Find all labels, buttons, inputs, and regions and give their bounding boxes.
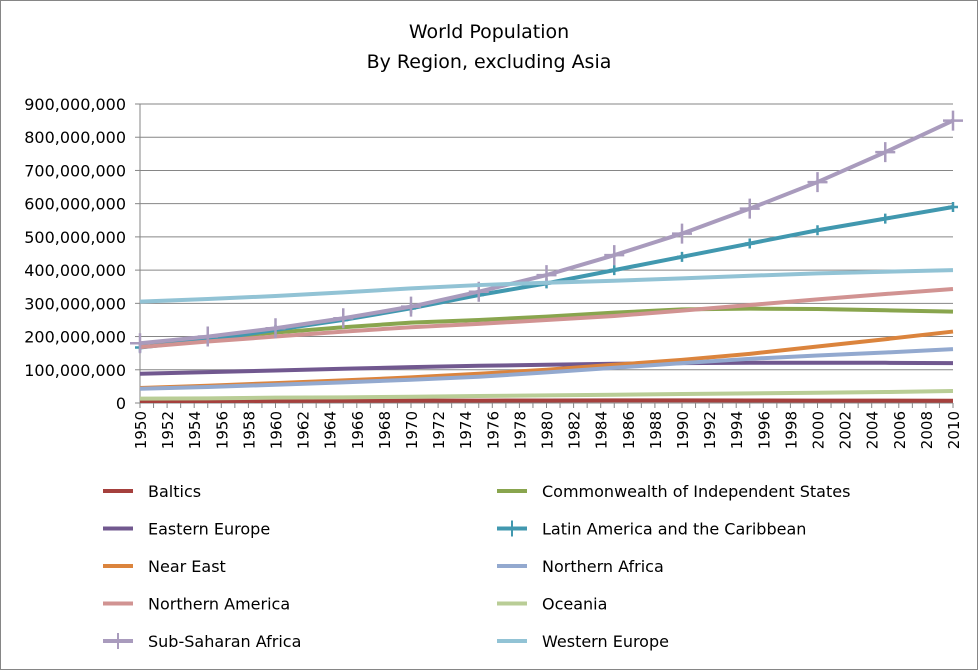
x-tick-label: 1950: [132, 411, 150, 449]
series-line: [140, 398, 954, 404]
data-point-marker: [744, 238, 755, 249]
series-western-europe: [139, 268, 954, 304]
series-line: [139, 389, 954, 401]
data-point-marker: [812, 225, 823, 236]
x-tick-label: 1968: [376, 411, 394, 449]
data-point-marker: [197, 326, 218, 347]
legend-label: Oceania: [542, 595, 607, 614]
x-tick-label: 1990: [674, 411, 692, 449]
x-tick-label: 1988: [647, 411, 665, 449]
data-point-marker: [943, 110, 963, 131]
x-tick-label: 1960: [268, 411, 286, 449]
legend-label: Northern America: [148, 595, 290, 614]
x-tick-label: 2006: [891, 411, 909, 449]
chart-title: World Population: [408, 21, 570, 43]
series-line: [139, 360, 954, 376]
legend-label: Baltics: [148, 482, 201, 501]
legend-item: Oceania: [497, 595, 607, 614]
x-tick-label: 1980: [539, 411, 557, 449]
x-tick-label: 1976: [484, 411, 502, 449]
x-tick-label: 2000: [810, 411, 828, 449]
y-tick-label: 500,000,000: [24, 228, 126, 247]
series-line: [139, 268, 954, 304]
data-point-marker: [672, 223, 692, 244]
data-point-marker: [265, 318, 286, 339]
x-tick-label: 1952: [159, 411, 177, 449]
x-tick-label: 1954: [186, 411, 204, 449]
series-northern-africa: [139, 347, 954, 391]
x-tick-label: 1958: [240, 411, 258, 449]
legend-label: Northern Africa: [542, 557, 664, 576]
data-point-marker: [880, 213, 891, 224]
data-point-marker: [130, 333, 150, 354]
y-tick-label: 400,000,000: [24, 261, 126, 280]
x-tick-label: 2004: [864, 411, 882, 449]
x-tick-label: 1994: [728, 411, 746, 449]
x-tick-label: 1962: [295, 411, 313, 449]
y-tick-label: 300,000,000: [24, 294, 126, 313]
x-tick-label: 1956: [213, 411, 231, 449]
legend-item: Northern America: [103, 595, 290, 614]
legend-item: Sub-Saharan Africa: [103, 632, 301, 651]
legend-label: Latin America and the Caribbean: [542, 520, 806, 539]
x-tick-label: 1972: [430, 411, 448, 449]
legend-item: Baltics: [103, 482, 201, 501]
legend-item: Northern Africa: [497, 557, 664, 576]
x-tick-label: 1978: [511, 411, 529, 449]
legend-item: Western Europe: [497, 632, 669, 651]
data-point-marker: [604, 245, 625, 266]
series-line: [139, 347, 954, 391]
x-tick-label: 1982: [566, 411, 584, 449]
data-point-marker: [948, 201, 958, 212]
legend-label: Commonwealth of Independent States: [542, 482, 850, 501]
data-point-marker: [677, 251, 687, 262]
x-tick-label: 1998: [782, 411, 800, 449]
legend-item: Eastern Europe: [103, 520, 270, 539]
x-tick-label: 2010: [945, 411, 963, 449]
legend-label: Eastern Europe: [148, 520, 270, 539]
series-baltics: [140, 398, 954, 404]
y-tick-label: 0: [116, 394, 126, 413]
legend-label: Western Europe: [542, 632, 669, 651]
x-tick-label: 1964: [322, 411, 340, 449]
legend-item: Near East: [103, 557, 226, 576]
series-sub-saharan-africa: [130, 110, 963, 354]
y-tick-label: 700,000,000: [24, 161, 126, 180]
data-point-marker: [333, 308, 354, 329]
chart-subtitle: By Region, excluding Asia: [366, 51, 612, 73]
x-tick-label: 1986: [620, 411, 638, 449]
series-near-east: [139, 329, 954, 391]
data-point-marker: [401, 296, 421, 317]
x-tick-label: 2002: [837, 411, 855, 449]
y-tick-label: 600,000,000: [24, 195, 126, 214]
series-oceania: [139, 389, 954, 401]
x-tick-label: 1984: [593, 411, 611, 449]
data-point-marker: [739, 198, 760, 219]
x-tick-label: 1992: [701, 411, 719, 449]
x-tick-label: 1970: [403, 411, 421, 449]
legend-item: Latin America and the Caribbean: [497, 520, 806, 539]
x-tick-label: 1996: [755, 411, 773, 449]
legend-label: Sub-Saharan Africa: [148, 632, 301, 651]
series-eastern-europe: [139, 360, 954, 376]
data-point-marker: [609, 265, 620, 276]
y-tick-label: 200,000,000: [24, 328, 126, 347]
x-tick-label: 1966: [349, 411, 367, 449]
x-tick-label: 2008: [918, 411, 936, 449]
legend-item: Commonwealth of Independent States: [497, 482, 850, 501]
legend-label: Near East: [148, 557, 226, 576]
data-point-marker: [807, 172, 828, 193]
series-line: [139, 329, 954, 391]
data-point-marker: [875, 142, 896, 163]
y-tick-label: 100,000,000: [24, 361, 126, 380]
x-tick-label: 1974: [457, 411, 475, 449]
y-tick-label: 900,000,000: [24, 95, 126, 114]
y-tick-label: 800,000,000: [24, 128, 126, 147]
